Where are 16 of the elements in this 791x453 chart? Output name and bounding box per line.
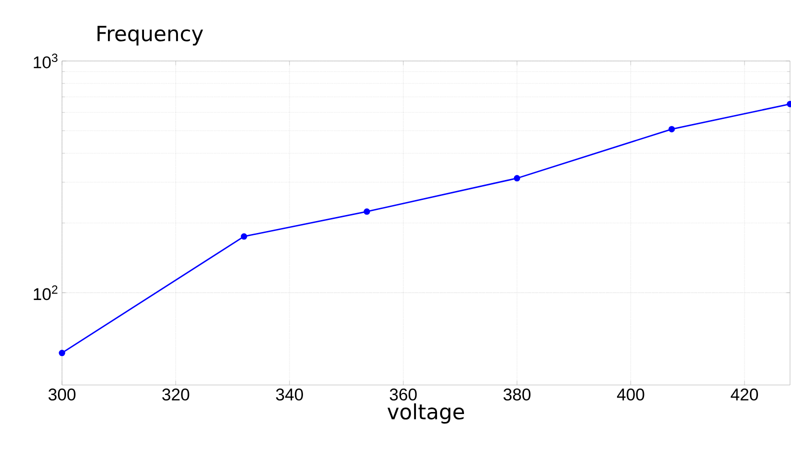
point: [364, 208, 370, 215]
y-axis-title: Frequency: [98, 26, 203, 46]
x-tick-label: 420: [730, 388, 758, 401]
point: [240, 233, 248, 240]
x-tick-label: 360: [390, 388, 417, 401]
point: [514, 175, 520, 182]
point: [58, 350, 66, 356]
y-tick-label: 10$^{3}$: [34, 54, 58, 68]
x-axis-title: voltage: [388, 403, 464, 424]
point: [668, 126, 675, 132]
x-tick-label: 320: [162, 388, 190, 401]
x-tick-label: 380: [504, 388, 530, 401]
x-tick-label: 340: [276, 388, 303, 401]
y-tick-label: 10$^{2}$: [34, 285, 58, 300]
x-tick-label: 400: [617, 388, 644, 401]
x-tick-label: 300: [48, 388, 76, 401]
